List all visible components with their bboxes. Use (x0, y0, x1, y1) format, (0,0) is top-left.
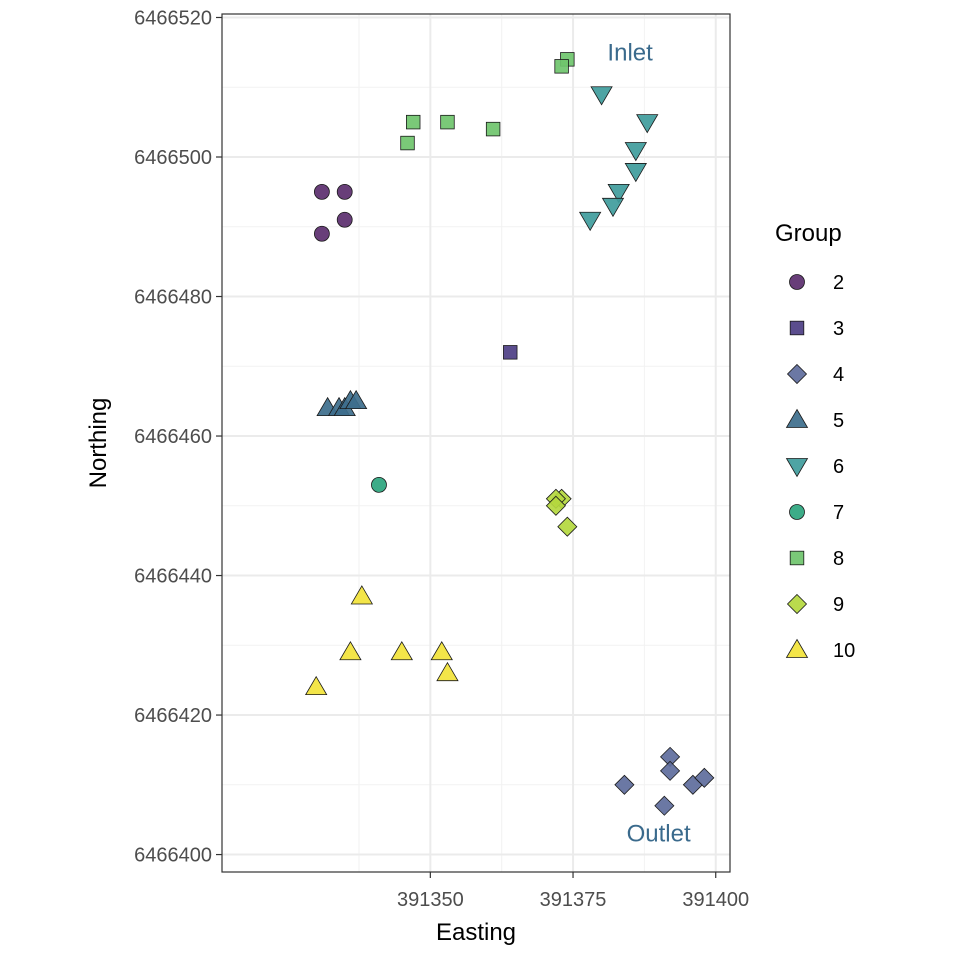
x-axis-title: Easting (436, 919, 516, 946)
axis-ticks: 391350 391375 391400 6466400 6466420 6466440 6… (134, 7, 749, 911)
legend-label: 4 (833, 364, 844, 386)
legend-label: 6 (833, 456, 844, 478)
data-point-group-10 (430, 640, 453, 661)
legend-item: 2 (789, 272, 844, 294)
series-group-6 (578, 86, 659, 232)
y-tick-label: 6466440 (134, 566, 212, 588)
series-group-9 (545, 488, 578, 537)
legend-key-3 (789, 320, 805, 336)
data-point-group-7 (371, 476, 387, 493)
legend-key-2 (789, 274, 805, 290)
data-point-group-6 (578, 211, 602, 232)
data-point-group-6 (590, 86, 613, 106)
y-axis-title: Northing (85, 398, 112, 489)
legend-label: 3 (833, 318, 844, 340)
data-point-group-8 (400, 135, 415, 151)
y-tick-label: 6466480 (134, 287, 212, 309)
legend-title: Group (775, 220, 842, 247)
data-point-group-2 (313, 183, 330, 200)
legend-item: 8 (789, 548, 844, 570)
x-tick-label: 391400 (682, 889, 749, 911)
data-point-group-6 (636, 114, 659, 134)
legend-label: 9 (833, 594, 844, 616)
legend-key-4 (786, 363, 808, 385)
data-point-group-10 (390, 640, 413, 661)
legend-label: 2 (833, 272, 844, 294)
data-points (304, 52, 715, 816)
series-group-8 (400, 52, 575, 151)
legend: Group 2 3 4 5 6 7 8 9 10 (775, 220, 855, 662)
data-point-group-6 (624, 163, 648, 183)
series-group-3 (503, 345, 518, 360)
data-point-group-2 (336, 183, 353, 200)
data-point-group-5 (344, 389, 368, 410)
legend-key-8 (789, 550, 805, 566)
legend-key-7 (789, 504, 805, 520)
data-point-group-8 (440, 114, 455, 130)
legend-item: 4 (786, 363, 844, 386)
data-point-group-6 (607, 183, 630, 204)
legend-item: 3 (789, 318, 844, 340)
series-group-2 (313, 183, 353, 242)
series-group-4 (614, 746, 715, 816)
legend-key-10 (785, 638, 809, 658)
legend-item: 9 (786, 593, 844, 616)
plot-panel-border (221, 13, 731, 873)
annotation-label: Inlet (607, 39, 653, 66)
data-point-group-4 (614, 774, 635, 795)
data-point-group-9 (557, 516, 578, 537)
data-point-group-2 (313, 225, 330, 242)
y-tick-label: 6466420 (134, 705, 212, 727)
data-point-group-6 (624, 142, 648, 162)
legend-key-6 (785, 458, 809, 478)
data-point-group-9 (545, 495, 566, 516)
data-point-group-4 (694, 767, 715, 788)
x-tick-label: 391350 (397, 889, 464, 911)
data-point-group-4 (654, 795, 675, 816)
y-tick-label: 6466460 (134, 426, 212, 448)
data-point-group-3 (503, 345, 518, 360)
grid (222, 14, 730, 872)
legend-label: 5 (833, 410, 844, 432)
legend-label: 10 (833, 640, 855, 662)
data-point-group-8 (485, 121, 501, 137)
data-point-group-10 (436, 661, 459, 682)
series-group-5 (316, 389, 368, 417)
x-tick-label: 391375 (540, 889, 607, 911)
legend-key-9 (786, 593, 808, 615)
data-point-group-2 (336, 211, 353, 228)
data-point-group-10 (350, 585, 374, 605)
data-point-group-4 (660, 760, 681, 781)
legend-item: 6 (785, 456, 844, 478)
series-group-7 (371, 476, 387, 493)
data-point-group-10 (339, 640, 362, 661)
annotations: Inlet Outlet (607, 39, 691, 847)
legend-key-5 (785, 408, 809, 428)
data-point-group-6 (601, 197, 625, 218)
legend-item: 5 (785, 408, 844, 432)
data-point-group-10 (304, 675, 328, 696)
legend-item: 7 (789, 502, 844, 524)
y-tick-label: 6466400 (134, 845, 212, 867)
y-tick-label: 6466520 (134, 7, 212, 29)
annotation-label: Outlet (627, 821, 691, 848)
legend-label: 7 (833, 502, 844, 524)
legend-label: 8 (833, 548, 844, 570)
legend-item: 10 (785, 638, 855, 662)
data-point-group-8 (554, 59, 569, 74)
data-point-group-8 (406, 114, 421, 130)
series-group-10 (304, 585, 459, 696)
y-tick-label: 6466500 (134, 147, 212, 169)
